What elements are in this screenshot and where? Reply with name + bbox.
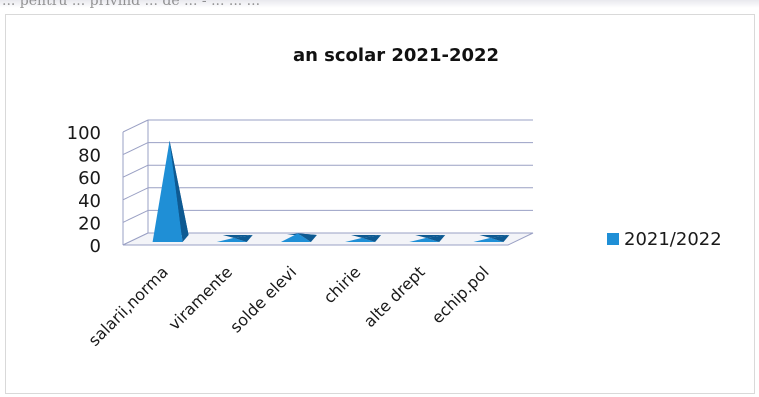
legend-swatch [607, 233, 619, 245]
y-tick-label: 100 [67, 123, 101, 144]
legend: 2021/2022 [607, 229, 722, 250]
x-category-label: chirie [320, 262, 365, 307]
x-category-label: alte drept [360, 262, 429, 331]
bar [409, 235, 446, 242]
gridline [122, 187, 533, 201]
gridline [122, 164, 533, 178]
bar-layer [152, 140, 510, 242]
bar [280, 233, 317, 242]
legend-label: 2021/2022 [624, 229, 722, 250]
y-tick-label: 80 [78, 146, 101, 167]
gridline [122, 119, 533, 133]
bar [152, 140, 189, 242]
x-category-label: salarii,norma [85, 262, 172, 349]
y-tick-label: 60 [78, 168, 101, 189]
gridline [122, 209, 533, 223]
x-category-label: echip.pol [428, 262, 493, 327]
scan-edge: ... pentru ... privind ... de ... - ... … [0, 0, 759, 9]
bar [216, 235, 253, 242]
y-tick-label: 40 [78, 191, 101, 212]
scan-header-text: ... pentru ... privind ... de ... - ... … [2, 0, 261, 9]
gridline [122, 142, 533, 156]
bar [473, 235, 510, 242]
bar [345, 235, 382, 242]
x-category-label: solde elevi [226, 262, 300, 336]
chart-title: an scolar 2021-2022 [293, 45, 499, 66]
y-tick-label: 0 [90, 236, 101, 257]
y-tick-label: 20 [78, 213, 101, 234]
chart-frame: an scolar 2021-2022 0 20 40 60 80 100 salarii… [5, 14, 755, 394]
